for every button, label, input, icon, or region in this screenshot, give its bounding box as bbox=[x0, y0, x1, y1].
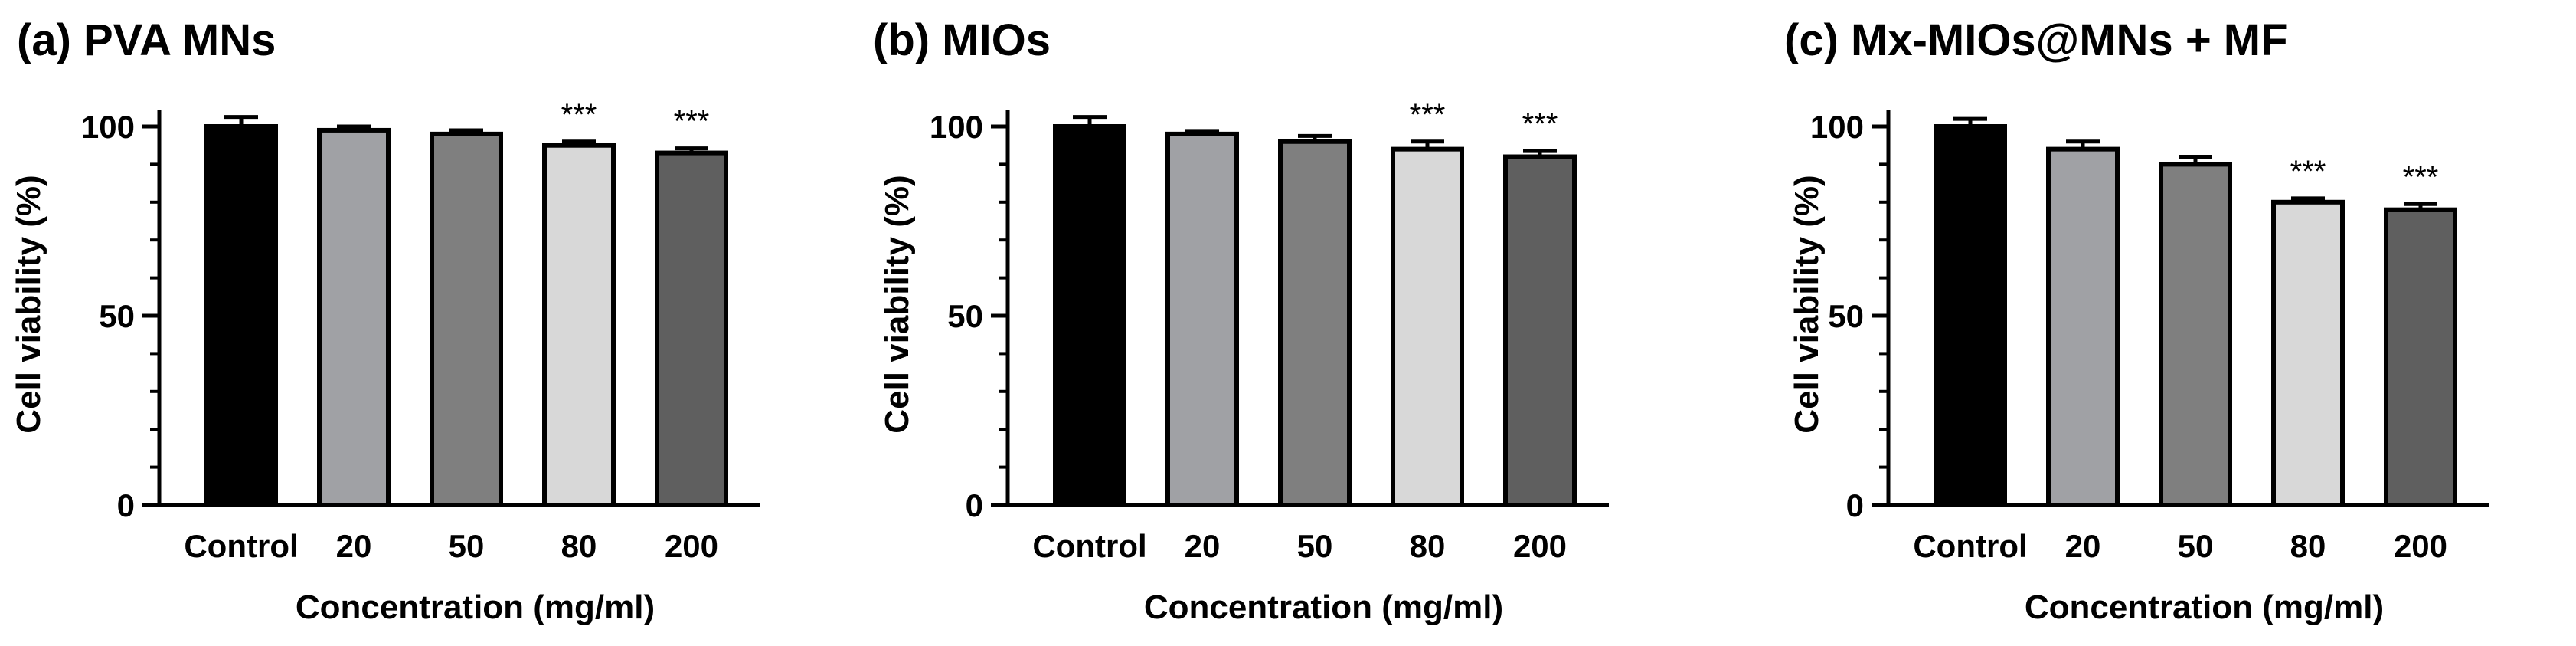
chart-panel-2: (b) MIOs Cell viability (%) 0 50 100 Control 2… bbox=[873, 15, 1609, 626]
chart-panel-3: (c) Mx-MIOs@MNs + MF Cell viability (%) 0 5… bbox=[1784, 15, 2489, 626]
x-tick-label: Control bbox=[184, 528, 298, 564]
chart-title: (a) PVA MNs bbox=[17, 15, 276, 65]
y-tick-label: 50 bbox=[99, 298, 135, 334]
significance-label: *** bbox=[1522, 107, 1558, 141]
y-tick-label: 50 bbox=[1828, 298, 1864, 334]
x-tick-label: 200 bbox=[1513, 528, 1567, 564]
x-tick-label: 80 bbox=[2290, 528, 2326, 564]
x-axis-label: Concentration (mg/ml) bbox=[296, 589, 655, 626]
chart-title: (c) Mx-MIOs@MNs + MF bbox=[1784, 15, 2288, 65]
y-tick-label: 0 bbox=[1846, 487, 1864, 523]
y-tick-label: 100 bbox=[81, 109, 135, 145]
bar bbox=[1053, 124, 1126, 507]
chart-panel-1: (a) PVA MNs Cell viability (%) 0 50 100 Contr… bbox=[10, 15, 760, 626]
bar bbox=[2384, 207, 2457, 507]
bar bbox=[204, 124, 278, 507]
y-tick-label: 100 bbox=[1810, 109, 1864, 145]
bar bbox=[655, 150, 728, 508]
bar bbox=[2271, 199, 2345, 507]
y-tick-label: 50 bbox=[947, 298, 983, 334]
x-tick-label: Control bbox=[1032, 528, 1146, 564]
x-tick-label: 20 bbox=[336, 528, 372, 564]
y-axis-label: Cell viability (%) bbox=[878, 175, 916, 433]
x-tick-label: 200 bbox=[2394, 528, 2447, 564]
y-axis-label: Cell viability (%) bbox=[1788, 175, 1826, 433]
bar bbox=[2046, 146, 2120, 507]
x-tick-label: 50 bbox=[1297, 528, 1333, 564]
bar bbox=[1278, 139, 1352, 507]
x-tick-label: Control bbox=[1913, 528, 2027, 564]
x-axis-label: Concentration (mg/ml) bbox=[1144, 589, 1503, 626]
x-tick-label: 80 bbox=[1410, 528, 1446, 564]
bar bbox=[1503, 154, 1577, 508]
bar bbox=[1391, 146, 1464, 507]
bar bbox=[430, 131, 503, 507]
y-tick-label: 0 bbox=[117, 487, 135, 523]
bar bbox=[317, 127, 391, 507]
bar bbox=[1934, 124, 2007, 507]
x-tick-label: 80 bbox=[561, 528, 597, 564]
x-tick-label: 50 bbox=[2178, 528, 2214, 564]
y-tick-label: 100 bbox=[930, 109, 983, 145]
significance-label: *** bbox=[2403, 160, 2439, 194]
y-tick-label: 0 bbox=[966, 487, 983, 523]
x-tick-label: 20 bbox=[2065, 528, 2101, 564]
significance-label: *** bbox=[2290, 155, 2326, 189]
significance-label: *** bbox=[1410, 98, 1446, 132]
significance-label: *** bbox=[674, 105, 710, 139]
x-tick-label: 20 bbox=[1185, 528, 1221, 564]
x-tick-label: 200 bbox=[665, 528, 718, 564]
x-tick-label: 50 bbox=[449, 528, 485, 564]
chart-title: (b) MIOs bbox=[873, 15, 1051, 65]
significance-label: *** bbox=[561, 98, 597, 132]
bar bbox=[2159, 162, 2232, 507]
x-axis-label: Concentration (mg/ml) bbox=[2025, 589, 2384, 626]
bar bbox=[542, 143, 616, 507]
y-axis-label: Cell viability (%) bbox=[10, 175, 47, 433]
bar bbox=[1165, 131, 1239, 507]
